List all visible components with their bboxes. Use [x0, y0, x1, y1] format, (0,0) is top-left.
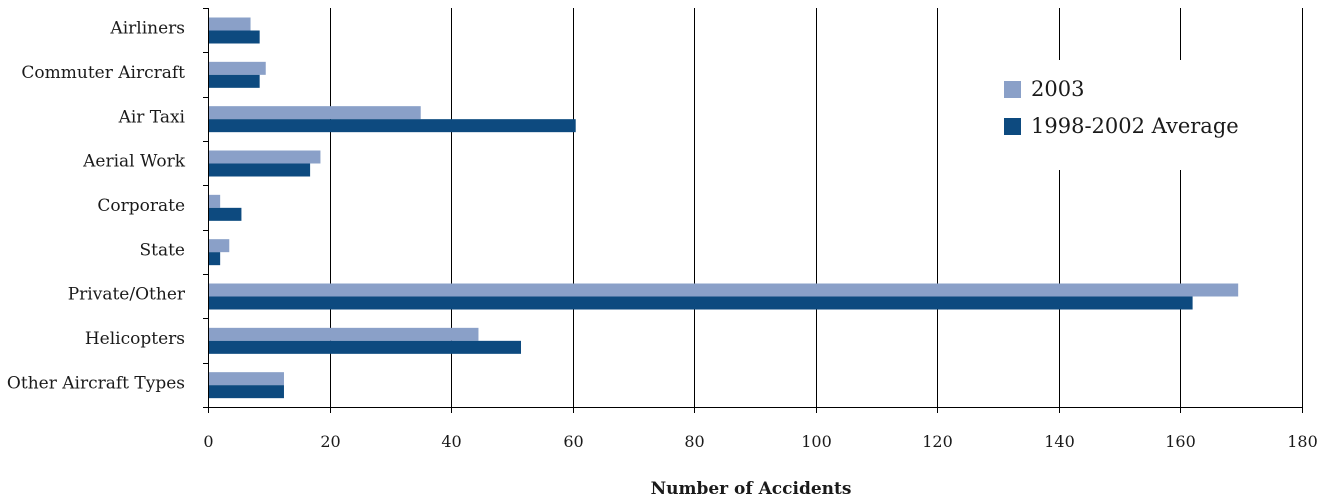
legend-label-2003: 2003 [1031, 77, 1084, 101]
bar-2003-5 [208, 239, 230, 253]
bar-2003-1 [208, 61, 266, 75]
bars [208, 17, 1239, 399]
category-label: Helicopters [85, 329, 185, 349]
category-label: Corporate [97, 196, 185, 216]
x-tick-label: 80 [684, 432, 704, 451]
bar-2003-8 [208, 372, 284, 386]
x-tick-label: 40 [441, 432, 461, 451]
x-tick-label: 160 [1165, 432, 1196, 451]
axes: Airliners Commuter Aircraft Air Taxi Aerial… [7, 8, 1318, 451]
x-tick-label: 180 [1287, 432, 1318, 451]
bar-2003-6 [208, 283, 1239, 297]
x-axis-title: Number of Accidents [651, 479, 852, 497]
bar-2003-3 [208, 150, 321, 164]
category-label: State [139, 240, 185, 260]
category-label: Commuter Aircraft [21, 63, 185, 83]
bar-average-8 [208, 385, 284, 399]
bar-average-6 [208, 296, 1193, 310]
x-tick-label: 60 [563, 432, 583, 451]
legend-label-average: 1998-2002 Average [1031, 114, 1239, 138]
x-tick-label: 140 [1044, 432, 1075, 451]
bar-average-4 [208, 207, 242, 221]
bar-2003-0 [208, 17, 251, 31]
bar-average-5 [208, 252, 221, 266]
bar-2003-4 [208, 194, 221, 208]
bar-average-0 [208, 30, 260, 44]
legend-swatch-average [1004, 118, 1021, 135]
x-tick-label: 100 [801, 432, 832, 451]
legend-swatch-2003 [1004, 81, 1021, 98]
category-label: Airliners [109, 19, 185, 39]
x-tick-label: 20 [320, 432, 340, 451]
category-label: Private/Other [68, 285, 186, 305]
bar-average-3 [208, 163, 311, 177]
category-label: Air Taxi [118, 107, 186, 127]
category-label: Aerial Work [82, 152, 186, 172]
bar-2003-7 [208, 327, 479, 341]
legend-background [990, 60, 1255, 170]
bar-average-1 [208, 74, 260, 88]
x-tick-label: 0 [203, 432, 213, 451]
bar-2003-2 [208, 106, 421, 120]
x-tick-label: 120 [922, 432, 953, 451]
gridlines [330, 8, 1303, 407]
category-label: Other Aircraft Types [7, 373, 185, 393]
bar-average-2 [208, 119, 576, 133]
bar-average-7 [208, 340, 522, 354]
legend: 2003 1998-2002 Average [990, 60, 1255, 170]
